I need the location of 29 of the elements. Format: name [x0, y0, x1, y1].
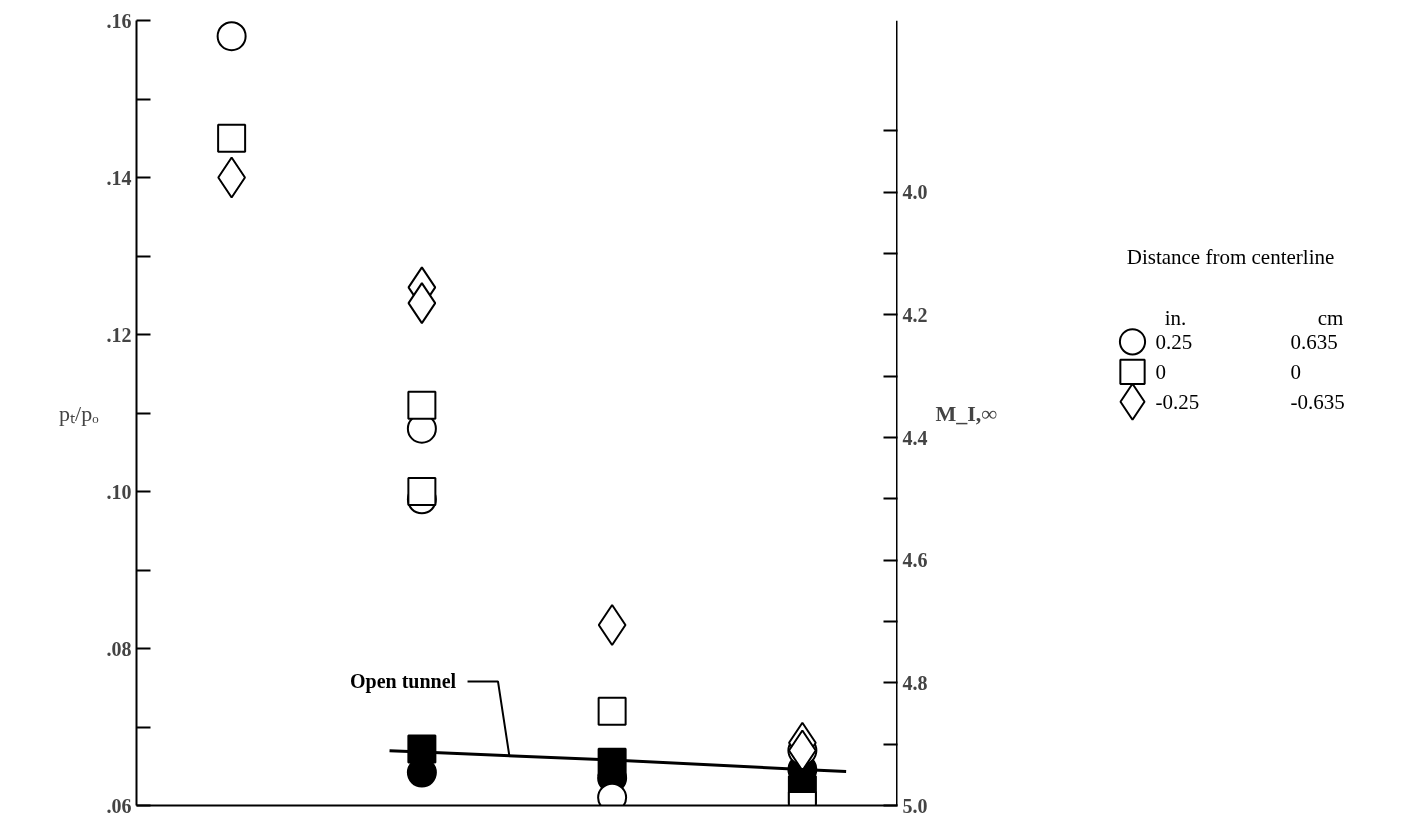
- legend-label: 0.25: [1155, 329, 1193, 354]
- y-axis-title: pₜ/pₒ: [59, 400, 99, 426]
- text: -0.635: [1290, 389, 1345, 414]
- legend-label: -0.25: [1155, 389, 1200, 414]
- point: [216, 21, 247, 52]
- y2-tick-label: 4.4: [902, 426, 928, 449]
- point: [217, 123, 247, 153]
- y-tick-label: .16: [106, 9, 132, 32]
- y2-tick-label: 5.0: [902, 794, 928, 817]
- y2-tick-label: 4.2: [902, 303, 928, 326]
- y-tick-label: .10: [106, 480, 132, 503]
- text: 0.635: [1290, 329, 1338, 354]
- y2-tick-label: 4.0: [902, 181, 928, 204]
- y-tick-label: .08: [106, 637, 132, 660]
- text: in.: [1164, 306, 1187, 331]
- y2-tick-label: 4.6: [902, 549, 928, 572]
- y2-axis-title: M_I,∞: [935, 400, 998, 426]
- point: [597, 696, 627, 726]
- legend-label: 0: [1155, 359, 1166, 384]
- text: cm: [1317, 306, 1344, 331]
- text: 0: [1290, 359, 1301, 384]
- point: [407, 390, 437, 420]
- legend-title: Distance from centerline: [1126, 245, 1335, 270]
- y-tick-label: .06: [106, 794, 132, 817]
- y-tick-label: .14: [106, 166, 132, 189]
- y2-tick-label: 4.8: [902, 671, 928, 694]
- annotation: Open tunnel: [349, 670, 457, 694]
- point: [407, 477, 437, 506]
- y-tick-label: .12: [106, 323, 132, 346]
